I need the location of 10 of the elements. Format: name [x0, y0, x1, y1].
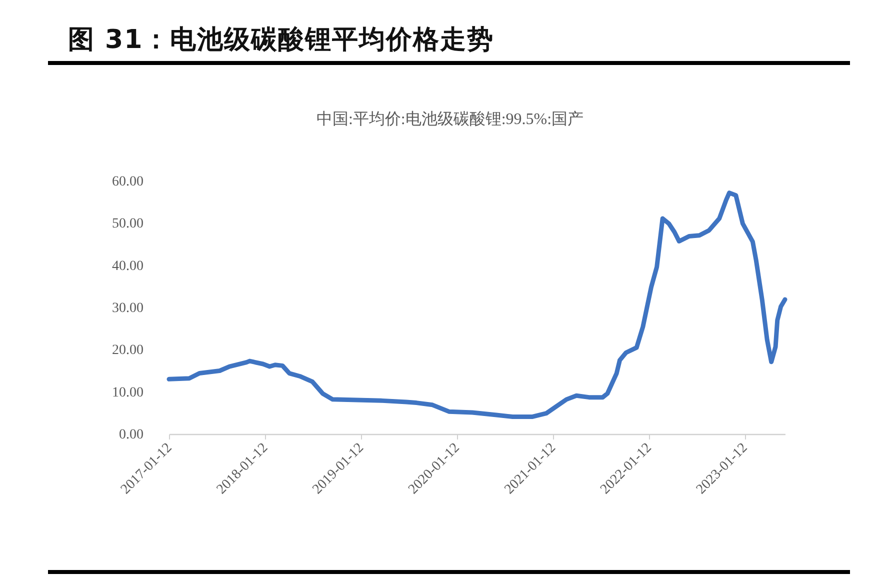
y-tick-label: 40.00 [112, 258, 144, 274]
y-tick-label: 20.00 [112, 343, 144, 358]
y-tick-label: 10.00 [112, 385, 144, 400]
chart-title: 图 31：电池级碳酸锂平均价格走势 [68, 24, 494, 57]
chart-subtitle: 中国:平均价:电池级碳酸锂:99.5%:国产 [316, 110, 584, 128]
line-series [166, 190, 788, 419]
y-tick-label: 50.00 [112, 216, 144, 232]
y-tick-label: 60.00 [112, 174, 144, 190]
y-tick-label: 30.00 [112, 301, 144, 316]
y-tick-label: 0.00 [119, 428, 144, 442]
